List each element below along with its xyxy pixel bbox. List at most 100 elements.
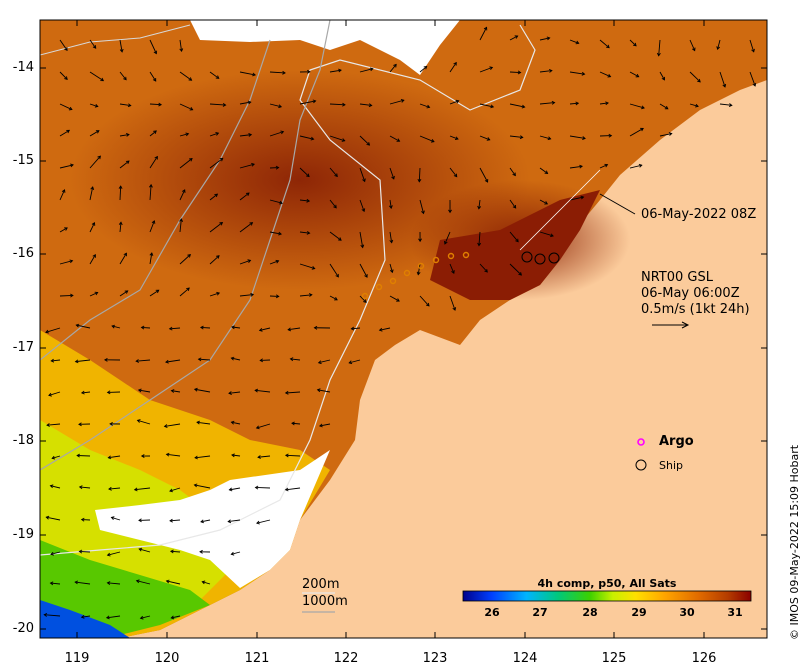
current-vector — [599, 39, 610, 49]
current-vector — [359, 103, 372, 106]
current-vector-head — [551, 100, 556, 105]
current-vector — [449, 135, 459, 140]
current-vector-head — [66, 129, 71, 134]
current-vector-head — [518, 271, 523, 276]
current-vector — [329, 103, 345, 106]
current-vector — [449, 62, 457, 73]
current-vector — [107, 551, 121, 556]
current-vector-head — [123, 76, 127, 81]
current-vector-head — [256, 520, 260, 525]
current-vector-head — [310, 136, 315, 141]
current-vector-head — [222, 102, 227, 107]
current-vector-head — [430, 139, 435, 143]
current-vector — [509, 135, 523, 138]
current-vector-head — [350, 326, 355, 331]
current-vector-head — [76, 453, 80, 458]
current-vector-head — [50, 551, 55, 556]
current-vector — [239, 294, 254, 297]
current-vector-head — [691, 47, 696, 52]
current-vector-head — [50, 358, 55, 363]
current-vector — [379, 327, 391, 331]
current-vector — [256, 519, 271, 524]
current-vector — [89, 254, 96, 265]
current-vector — [111, 325, 121, 329]
current-vector-head — [348, 360, 353, 365]
current-vector — [231, 454, 241, 457]
current-vector — [75, 581, 91, 585]
current-vector-head — [153, 50, 158, 55]
current-vector — [52, 455, 61, 459]
x-tick-label: 123 — [422, 651, 448, 666]
current-vector-head — [317, 360, 322, 365]
current-vector — [149, 289, 159, 297]
current-vector-head — [255, 425, 260, 430]
current-vector-head — [154, 155, 158, 160]
current-vector — [299, 294, 312, 297]
current-vector — [228, 519, 241, 523]
isobath-1000m — [40, 20, 331, 471]
current-vector — [291, 422, 301, 425]
current-vector-head — [454, 136, 459, 141]
current-vector — [329, 69, 342, 73]
current-vector-head — [199, 549, 203, 554]
current-vector — [50, 485, 61, 489]
current-vector — [166, 453, 181, 457]
current-vector — [89, 103, 98, 107]
current-vector — [389, 199, 392, 209]
current-vector-head — [284, 390, 289, 395]
ship-marker — [447, 252, 455, 260]
current-vector — [509, 167, 516, 176]
current-vector — [479, 263, 488, 273]
current-vector — [209, 255, 220, 265]
ship-legend-label: Ship — [659, 459, 683, 472]
current-vector — [108, 455, 121, 459]
current-vector-head — [313, 325, 318, 330]
current-vector-head — [187, 254, 191, 258]
current-vector — [194, 484, 211, 489]
current-vector-head — [64, 47, 68, 51]
current-vector-head — [51, 455, 56, 460]
current-vector — [75, 359, 91, 363]
colorbar — [462, 590, 752, 602]
current-vector-head — [252, 72, 256, 77]
current-vector-head — [544, 201, 549, 205]
current-vector — [359, 135, 370, 146]
current-vector — [479, 66, 493, 73]
current-vector-head — [316, 388, 321, 393]
current-vector-head — [127, 103, 132, 108]
y-tick-label: -17 — [12, 340, 34, 355]
current-vector-head — [106, 552, 111, 557]
current-vector-head — [275, 259, 280, 264]
current-vector-head — [697, 78, 701, 83]
current-vector-head — [477, 205, 482, 210]
current-vector-head — [258, 327, 263, 332]
current-vector — [290, 358, 301, 361]
current-vector — [196, 421, 211, 425]
current-vector — [119, 186, 122, 201]
current-vector-head — [307, 69, 311, 74]
current-vector-head — [169, 488, 173, 493]
current-vector-head — [179, 218, 184, 222]
current-vector-head — [100, 77, 105, 82]
current-vector — [149, 103, 162, 106]
current-vector — [209, 222, 223, 233]
current-vector-head — [275, 294, 280, 299]
current-vector-head — [306, 230, 311, 235]
current-vector — [46, 423, 61, 426]
y-tick-label: -14 — [12, 60, 34, 75]
current-vector — [359, 68, 373, 73]
current-vector — [141, 326, 151, 329]
current-vector-head — [230, 551, 235, 556]
current-vector-head — [78, 485, 83, 490]
reference-arrow — [652, 321, 690, 329]
current-vector — [59, 164, 74, 169]
current-vector-head — [249, 222, 254, 226]
hot-nearshore-band — [430, 190, 600, 300]
current-vector — [285, 391, 301, 394]
current-vector-head — [64, 227, 68, 231]
current-vector — [200, 519, 211, 523]
current-vector — [179, 189, 186, 201]
x-tick-label: 126 — [691, 651, 717, 666]
current-vector — [359, 231, 364, 248]
x-tick-label: 125 — [601, 651, 627, 666]
